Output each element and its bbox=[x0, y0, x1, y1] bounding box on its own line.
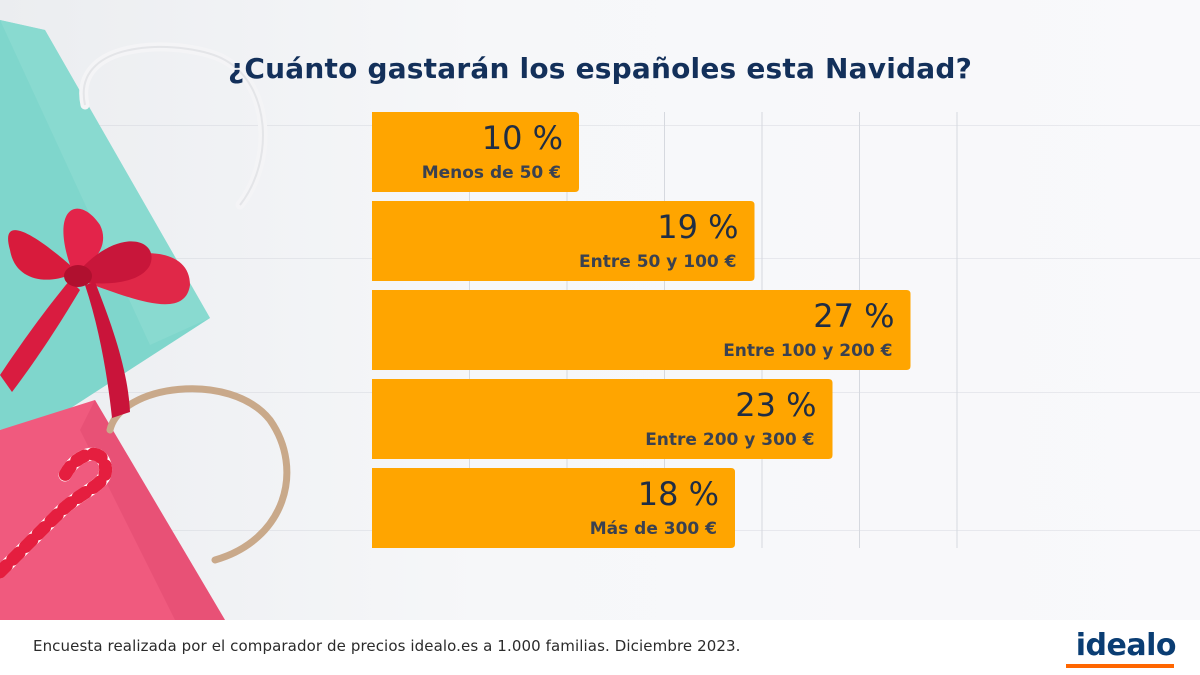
bar-chart: 10 % Menos de 50 € 19 % Entre 50 y 100 € 27 … bbox=[372, 112, 958, 548]
footer-note: Encuesta realizada por el comparador de … bbox=[33, 637, 741, 655]
background-plank-line bbox=[0, 125, 1200, 126]
bar-value-label: 19 % bbox=[657, 208, 738, 246]
bar-category-label: Más de 300 € bbox=[590, 519, 717, 539]
bar-category-label: Entre 50 y 100 € bbox=[579, 252, 736, 272]
bar-value-label: 18 % bbox=[638, 475, 719, 513]
bar-4 bbox=[372, 379, 833, 459]
bar-value-label: 23 % bbox=[735, 386, 816, 424]
idealo-logo-underline bbox=[1066, 664, 1174, 668]
chart-title: ¿Cuánto gastarán los españoles esta Navi… bbox=[227, 52, 973, 85]
bar-category-label: Entre 200 y 300 € bbox=[645, 430, 814, 450]
pink-gift-bag bbox=[0, 385, 291, 620]
footer: Encuesta realizada por el comparador de … bbox=[0, 620, 1200, 675]
red-ribbon-bow bbox=[0, 208, 190, 418]
bar-3 bbox=[372, 290, 911, 370]
bar-5 bbox=[372, 468, 735, 548]
bar-2 bbox=[372, 201, 755, 281]
bar-category-label: Menos de 50 € bbox=[422, 163, 561, 183]
bar-value-label: 27 % bbox=[813, 297, 894, 335]
idealo-logo[interactable]: idealo bbox=[1075, 628, 1177, 663]
bar-1 bbox=[372, 112, 579, 192]
candy-cane bbox=[0, 447, 113, 579]
bar-value-label: 10 % bbox=[482, 119, 563, 157]
gift-bags-illustration bbox=[0, 20, 291, 620]
bar-category-label: Entre 100 y 200 € bbox=[723, 341, 892, 361]
